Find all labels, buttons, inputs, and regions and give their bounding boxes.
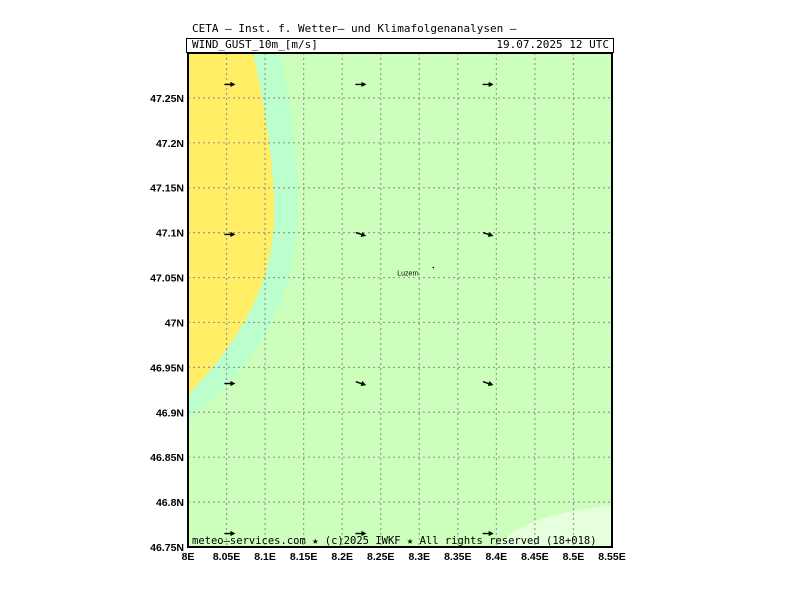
longitude-ticks: 8E 8.05E 8.1E 8.15E 8.2E 8.25E 8.3E 8.35E 8.4E 8.…: [182, 551, 626, 563]
lon-tick-label: 8.3E: [408, 551, 430, 563]
lat-tick-label: 47.15N: [150, 183, 184, 195]
wind-arrow-icon: [224, 380, 236, 387]
lat-tick-label: 46.9N: [156, 407, 184, 419]
lat-tick-label: 46.8N: [156, 497, 184, 509]
lat-tick-label: 46.95N: [150, 362, 184, 374]
lon-tick-label: 8.35E: [444, 551, 471, 563]
high-gust-region: [188, 53, 275, 395]
lon-tick-label: 8.45E: [521, 551, 548, 563]
lat-tick-label: 47.1N: [156, 228, 184, 240]
lon-tick-label: 8.5E: [563, 551, 585, 563]
lat-tick-label: 46.85N: [150, 452, 184, 464]
gridlines: [188, 53, 612, 547]
chart-title: CETA – Inst. f. Wetter– und Klimafolgena…: [192, 22, 517, 35]
wind-arrows: [224, 81, 494, 537]
credit-text: meteo–services.com ★ (c)2025 IWKF ★ All …: [192, 535, 597, 547]
wind-arrow-icon: [482, 231, 494, 237]
wind-arrow-icon: [355, 381, 367, 387]
wind-arrow-icon: [355, 530, 367, 537]
lat-tick-label: 47N: [165, 317, 184, 329]
low-gust-region: [498, 505, 612, 547]
lat-tick-label: 47.2N: [156, 138, 184, 150]
wind-arrow-icon: [224, 81, 236, 88]
lon-tick-label: 8.55E: [598, 551, 625, 563]
lat-tick-label: 46.75N: [150, 542, 184, 554]
wind-arrow-icon: [482, 81, 494, 88]
wind-arrow-icon: [224, 231, 236, 238]
lon-tick-label: 8.4E: [486, 551, 508, 563]
lon-tick-label: 8.25E: [367, 551, 394, 563]
header-box: [186, 38, 614, 53]
lat-tick-label: 47.05N: [150, 273, 184, 285]
plot-frame: [187, 52, 613, 548]
lon-tick-label: 8.05E: [213, 551, 240, 563]
lon-tick-label: 8.15E: [290, 551, 317, 563]
city-dot: [432, 266, 435, 269]
wind-arrow-icon: [482, 381, 494, 387]
wind-arrow-icon: [355, 231, 367, 237]
lon-tick-label: 8.2E: [331, 551, 353, 563]
wind-arrow-icon: [482, 530, 494, 537]
valid-time-label: 19.07.2025 12 UTC: [496, 38, 609, 51]
lon-tick-label: 8.1E: [254, 551, 276, 563]
lat-tick-label: 47.25N: [150, 93, 184, 105]
lon-tick-label: 8E: [182, 551, 195, 563]
city-label: Luzern: [397, 271, 419, 278]
field-layer: [188, 53, 612, 547]
wind-arrow-icon: [224, 530, 236, 537]
city-marker: Luzern: [397, 266, 435, 278]
wind-arrow-icon: [355, 81, 367, 88]
variable-label: WIND_GUST_10m_[m/s]: [192, 38, 318, 51]
latitude-ticks: 46.75N 46.8N 46.85N 46.9N 46.95N 47N 47.05N 47.…: [150, 93, 184, 554]
